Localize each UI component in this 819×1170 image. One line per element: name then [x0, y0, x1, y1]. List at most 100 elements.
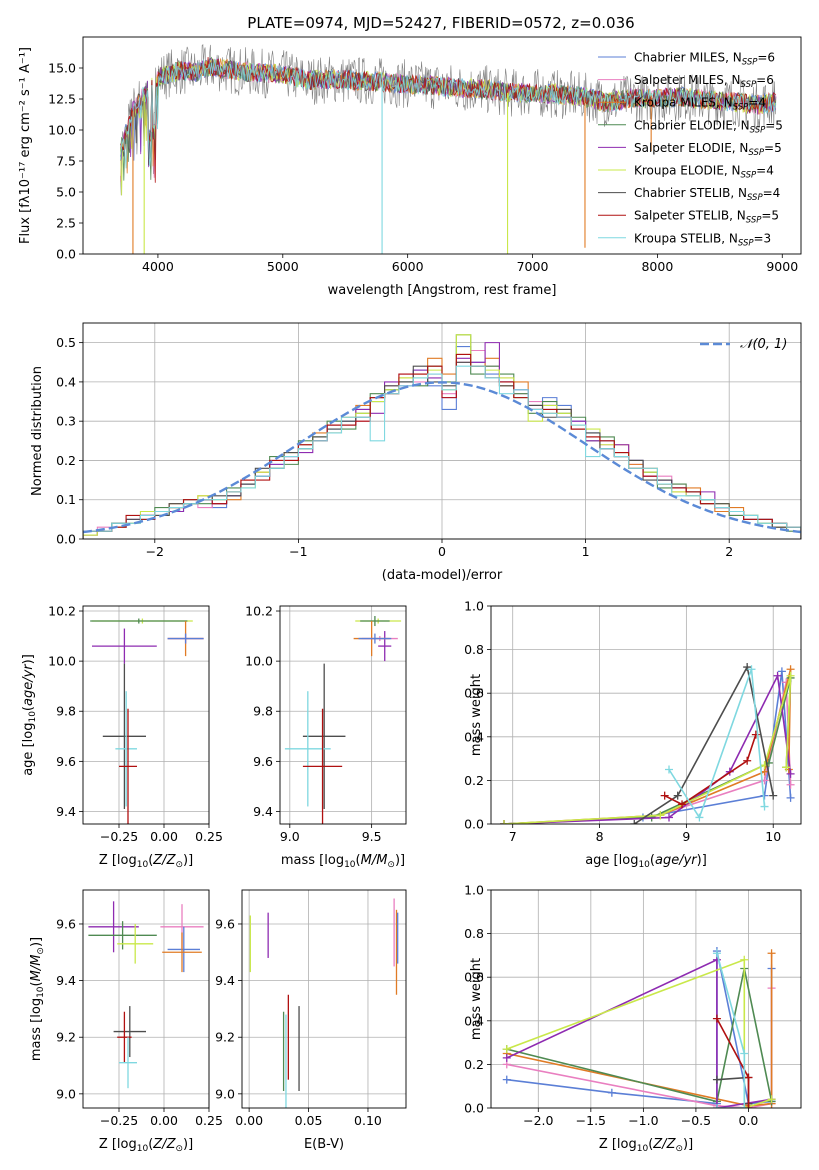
- x-tick-label: 0.05: [295, 1113, 323, 1128]
- y-tick-label: 1.0: [464, 599, 484, 614]
- x-tick-label: −0.25: [100, 829, 138, 844]
- error-bar-point: [378, 631, 392, 662]
- y-tick-label: 12.5: [48, 92, 76, 107]
- weight-marker: [751, 730, 760, 739]
- error-bar-point: [88, 901, 139, 953]
- x-axis-label: wavelength [Angstrom, rest frame]: [328, 283, 557, 298]
- y-tick-label: 0.2: [464, 1057, 484, 1072]
- x-axis-label: age [log10(age/yr)]: [585, 853, 707, 870]
- x-tick-label: 0.25: [195, 829, 223, 844]
- error-bar-point: [88, 921, 157, 950]
- x-tick-label: −1.5: [576, 1113, 606, 1128]
- x-tick-label: −1: [289, 544, 307, 559]
- y-tick-label: 2.5: [56, 216, 76, 231]
- weight-series: [633, 664, 774, 824]
- weight-marker: [630, 820, 639, 824]
- y-tick-label: 9.6: [56, 754, 76, 769]
- y-tick-label: 15.0: [48, 61, 76, 76]
- model-spectrum-kroupa-stelib: [120, 58, 777, 169]
- x-tick-label: 0.00: [235, 1113, 263, 1128]
- y-tick-label: 0.8: [464, 642, 484, 657]
- x-axis-label: (data-model)/error: [382, 568, 503, 583]
- x-tick-label: 6000: [392, 259, 424, 274]
- grid-lines: [280, 606, 406, 824]
- weight-marker: [744, 1104, 753, 1108]
- y-tick-label: 0.0: [56, 247, 76, 262]
- plot-frame: [241, 889, 407, 1109]
- error-bar-point: [167, 633, 204, 644]
- error-bar-point: [90, 618, 188, 624]
- x-axis-label: Z [log10(Z/Z⊙)]: [99, 1137, 193, 1154]
- error-bar-point: [302, 708, 343, 824]
- y-tick-label: 10.0: [48, 123, 76, 138]
- x-tick-label: −0.25: [100, 1113, 138, 1128]
- y-tick-label: 0.4: [464, 729, 484, 744]
- x-tick-label: 8000: [641, 259, 673, 274]
- weight-marker: [767, 1095, 776, 1104]
- x-tick-label: 0.00: [150, 829, 178, 844]
- legend-label: Chabrier ELODIE, NSSP=5: [634, 118, 783, 135]
- error-bar-point: [102, 663, 146, 809]
- y-tick-label: 0.4: [56, 374, 76, 389]
- error-bar-point: [117, 1011, 132, 1063]
- weight-marker: [786, 671, 795, 680]
- weight-series: [503, 682, 792, 824]
- weight-series: [503, 675, 792, 824]
- y-tick-label: 9.6: [56, 916, 76, 931]
- y-tick-label: 9.4: [215, 973, 235, 988]
- weight-marker: [665, 813, 674, 822]
- age-vs-Z-panel: −0.25 0.00 0.25 9.4 9.6 9.8 10.0 10.2 Z [log10(Z…: [21, 604, 223, 870]
- error-bar-point: [167, 926, 200, 973]
- weight-series: [503, 671, 792, 824]
- legend-label: Salpeter MILES, NSSP=6: [634, 73, 774, 90]
- x-tick-label: 7: [509, 829, 517, 844]
- age-vs-mass-panel: 9.0 9.5 9.4 9.6 9.8 10.0 10.2 mass [log10(M/M⊙)…: [245, 604, 407, 870]
- x-tick-label: 7000: [517, 259, 549, 274]
- y-tick-label: 9.4: [56, 804, 76, 819]
- y-tick-label: 9.2: [56, 1030, 76, 1045]
- error-bars: [90, 618, 204, 824]
- x-tick-label: 10: [765, 829, 781, 844]
- error-bar-point: [119, 1037, 137, 1089]
- spectrum-lines: [120, 44, 777, 254]
- weight-vs-age-panel: 7 8 9 10 0.0 0.2 0.4 0.6 0.8 1.0 age [log10(age/yr…: [464, 599, 802, 870]
- grid-lines: [83, 323, 801, 540]
- plot-frame: [490, 889, 802, 1109]
- weight-lines: [502, 947, 776, 1108]
- x-tick-label: −0.5: [681, 1113, 711, 1128]
- y-tick-label: 0.4: [464, 1013, 484, 1028]
- x-tick-label: 5000: [267, 259, 299, 274]
- plot-frame: [279, 605, 407, 825]
- weight-marker: [678, 800, 687, 809]
- weight-series: [503, 677, 792, 824]
- y-axis-label: mass weight: [469, 958, 484, 1040]
- weight-marker: [502, 1045, 511, 1054]
- y-axis-label: age [log10(age/yr)]: [21, 654, 38, 776]
- y-tick-label: 0.0: [464, 1101, 484, 1116]
- x-tick-label: −2.0: [523, 1113, 553, 1128]
- y-tick-label: 0.0: [56, 532, 76, 547]
- weight-series: [664, 734, 757, 806]
- weight-series: [506, 958, 772, 1108]
- weight-series: [716, 952, 746, 1108]
- y-tick-label: 9.0: [215, 1086, 235, 1101]
- grid-lines: [242, 890, 406, 1108]
- weight-series: [503, 673, 792, 824]
- y-tick-label: 10.0: [245, 654, 273, 669]
- y-tick-label: 10.0: [48, 654, 76, 669]
- weight-marker: [656, 811, 665, 820]
- legend-label: Kroupa MILES, NSSP=4: [634, 96, 766, 113]
- weight-marker: [786, 769, 795, 778]
- observed-spectrum: [120, 44, 777, 196]
- weight-marker: [660, 791, 669, 800]
- y-tick-label: 0.6: [464, 686, 484, 701]
- error-bar-point: [360, 616, 390, 627]
- weight-marker: [712, 1075, 721, 1084]
- weight-marker: [786, 793, 795, 802]
- weight-marker: [743, 756, 752, 765]
- x-axis-label: Z [log10(Z/Z⊙)]: [599, 1137, 693, 1154]
- histogram-steps: [83, 334, 801, 539]
- plot-frame: [82, 605, 210, 825]
- error-bar-point: [119, 708, 137, 824]
